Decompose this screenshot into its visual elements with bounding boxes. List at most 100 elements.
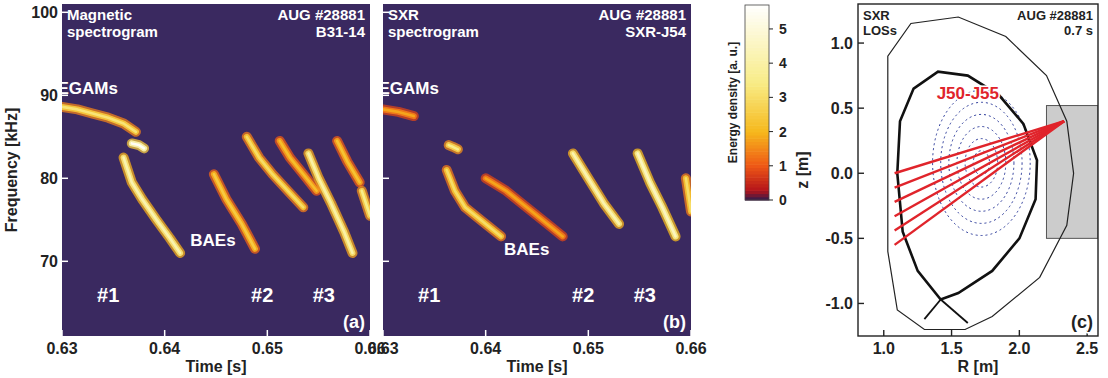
y-tick bbox=[858, 303, 864, 304]
x-tick bbox=[61, 330, 63, 336]
mode-ridge bbox=[449, 145, 458, 149]
x-tick bbox=[485, 330, 487, 336]
line-of-sight bbox=[895, 121, 1064, 216]
mode-ridge bbox=[337, 141, 360, 183]
x-tick-label: 1.5 bbox=[940, 340, 962, 357]
plot-frame bbox=[858, 4, 1098, 336]
color-bar-tick-label: 4 bbox=[779, 55, 787, 71]
mode-ridge bbox=[573, 153, 619, 224]
color-bar-tick-label: 5 bbox=[779, 21, 787, 37]
mode-ridge bbox=[362, 191, 370, 216]
line-of-sight bbox=[895, 121, 1064, 187]
annotation: EGAMs bbox=[57, 79, 117, 98]
x-axis-title: Time [s] bbox=[185, 358, 246, 375]
color-bar-cell bbox=[745, 5, 769, 9]
spectrogram-background bbox=[62, 4, 370, 336]
ridges bbox=[62, 107, 370, 253]
color-bar-title: Energy density [a. u.] bbox=[726, 42, 740, 163]
mode-ridge bbox=[124, 158, 181, 253]
x-axis-title: Time [s] bbox=[506, 358, 567, 375]
los-label: J50-J55 bbox=[937, 84, 999, 103]
mode-ridge bbox=[62, 107, 136, 132]
ridges bbox=[383, 109, 691, 236]
y-tick-label: -0.5 bbox=[825, 230, 853, 247]
y-tick bbox=[383, 178, 389, 180]
mode-ridge bbox=[62, 107, 136, 132]
geometry bbox=[888, 17, 1098, 330]
mode-ridge bbox=[638, 153, 676, 236]
color-bar-tick-label: 3 bbox=[779, 89, 787, 105]
spectrogram-panel: 0.630.640.650.66708090100Time [s]Frequen… bbox=[3, 4, 386, 375]
mode-ridge bbox=[638, 153, 676, 236]
y-tick bbox=[62, 261, 68, 263]
annotation: #2 bbox=[251, 284, 273, 306]
x-tick-label: 2.0 bbox=[1008, 340, 1030, 357]
y-tick bbox=[858, 42, 864, 43]
text-line: SXR bbox=[388, 6, 419, 23]
color-bar-tick bbox=[769, 97, 773, 98]
annotation: #1 bbox=[418, 284, 440, 306]
mode-ridge bbox=[573, 153, 619, 224]
separatrix bbox=[941, 300, 968, 324]
y-tick bbox=[858, 238, 864, 239]
color-bar-tick bbox=[769, 63, 773, 64]
panel-letter: (a) bbox=[343, 312, 365, 332]
color-bar-tick bbox=[769, 28, 773, 29]
annotation: BAEs bbox=[504, 240, 549, 259]
x-tick bbox=[883, 330, 884, 336]
panel-letter: (c) bbox=[1071, 312, 1093, 332]
x-axis-title: R [m] bbox=[958, 358, 999, 375]
panel-letter: (b) bbox=[663, 312, 686, 332]
mode-ridge bbox=[124, 158, 181, 253]
y-tick-label: 100 bbox=[31, 4, 58, 21]
annotation: #3 bbox=[634, 284, 656, 306]
mode-ridge bbox=[132, 143, 144, 148]
channel-name: SXR-J54 bbox=[625, 23, 687, 40]
separatrix bbox=[897, 72, 1037, 300]
vessel-wall bbox=[888, 17, 1074, 330]
mode-ridge bbox=[383, 109, 414, 116]
shot-number: AUG #28881 bbox=[598, 6, 686, 23]
mode-ridge bbox=[337, 141, 360, 183]
color-bar-tick-label: 1 bbox=[779, 158, 787, 174]
y-tick bbox=[858, 107, 864, 108]
panel-title: Magneticspectrogram bbox=[67, 6, 158, 40]
mode-ridge bbox=[337, 141, 360, 183]
x-tick bbox=[951, 330, 952, 336]
mode-ridge bbox=[573, 153, 619, 224]
mode-ridge bbox=[486, 178, 563, 236]
color-bar-tick-label: 2 bbox=[779, 124, 787, 140]
plot-background bbox=[858, 4, 1098, 336]
mode-ridge bbox=[638, 153, 676, 236]
y-tick-label: 0.0 bbox=[831, 165, 853, 182]
x-tick-label: 0.63 bbox=[46, 340, 77, 357]
text-line: LOSs bbox=[863, 23, 897, 38]
y-tick bbox=[858, 173, 864, 174]
spectrogram-panel: 0.630.640.650.66Time [s]SXRspectrogramAU… bbox=[367, 4, 706, 375]
text-line: spectrogram bbox=[67, 23, 158, 40]
x-tick-label: 1.0 bbox=[873, 340, 895, 357]
y-axis-title: Frequency [kHz] bbox=[3, 108, 20, 232]
color-bar-tick bbox=[769, 165, 773, 166]
panel-title: SXRLOSs bbox=[863, 8, 897, 38]
flux-surface bbox=[933, 90, 1031, 235]
color-bar-frame bbox=[745, 5, 769, 200]
mode-ridge bbox=[362, 191, 370, 216]
line-of-sight bbox=[895, 121, 1064, 230]
mode-ridge bbox=[124, 158, 181, 253]
text-line: spectrogram bbox=[388, 23, 479, 40]
figure: 0.630.640.650.66708090100Time [s]Frequen… bbox=[0, 0, 1108, 378]
y-tick-label: 70 bbox=[40, 253, 58, 270]
mode-ridge bbox=[449, 145, 458, 149]
y-axis-title: z [m] bbox=[794, 151, 811, 188]
mode-ridge bbox=[247, 137, 303, 208]
y-tick-label: 0.5 bbox=[831, 100, 853, 117]
x-tick bbox=[267, 330, 269, 336]
mode-ridge bbox=[686, 178, 691, 211]
text-line: Magnetic bbox=[67, 6, 132, 23]
x-tick bbox=[1019, 330, 1020, 336]
annotation: #1 bbox=[97, 284, 119, 306]
line-of-sight bbox=[895, 121, 1064, 245]
time-stamp: 0.7 s bbox=[1064, 23, 1093, 38]
line-of-sight bbox=[895, 121, 1064, 202]
